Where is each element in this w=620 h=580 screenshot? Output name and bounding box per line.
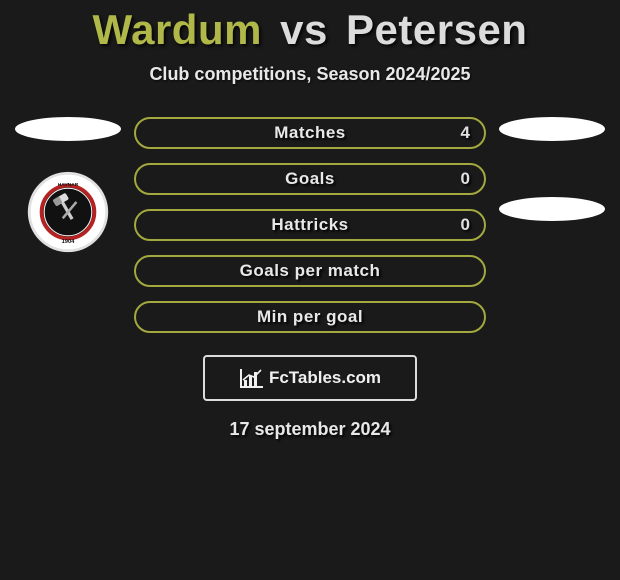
attribution-box: FcTables.com bbox=[203, 355, 417, 401]
svg-text:HAVNAR: HAVNAR bbox=[58, 182, 79, 188]
stat-value-right: 0 bbox=[461, 169, 470, 189]
stats-bars: Matches 4 Goals 0 Hattricks 0 Goals per … bbox=[128, 117, 492, 333]
attribution-text: FcTables.com bbox=[269, 368, 381, 388]
stat-row-goals-per-match: Goals per match bbox=[134, 255, 486, 287]
stat-row-goals: Goals 0 bbox=[134, 163, 486, 195]
vs-label: vs bbox=[280, 6, 328, 53]
stat-label: Min per goal bbox=[257, 307, 363, 327]
stat-row-hattricks: Hattricks 0 bbox=[134, 209, 486, 241]
stat-label: Goals per match bbox=[240, 261, 381, 281]
player2-name: Petersen bbox=[346, 6, 527, 53]
left-side-column: HAVNAR 1904 bbox=[8, 117, 128, 253]
right-side-column bbox=[492, 117, 612, 221]
player2-club-placeholder bbox=[499, 197, 605, 221]
player2-photo-placeholder bbox=[499, 117, 605, 141]
stat-value-right: 0 bbox=[461, 215, 470, 235]
svg-text:1904: 1904 bbox=[62, 239, 76, 245]
date-label: 17 september 2024 bbox=[0, 419, 620, 440]
page-title: Wardum vs Petersen bbox=[0, 0, 620, 54]
stat-row-matches: Matches 4 bbox=[134, 117, 486, 149]
subtitle: Club competitions, Season 2024/2025 bbox=[0, 64, 620, 85]
stat-value-right: 4 bbox=[461, 123, 470, 143]
chart-icon bbox=[239, 367, 265, 389]
player1-photo-placeholder bbox=[15, 117, 121, 141]
comparison-layout: HAVNAR 1904 Matches 4 Goals 0 Hattrick bbox=[0, 117, 620, 333]
hb-torshavn-badge-icon: HAVNAR 1904 bbox=[27, 171, 109, 253]
stat-label: Matches bbox=[274, 123, 346, 143]
player1-name: Wardum bbox=[93, 6, 262, 53]
player1-club-badge: HAVNAR 1904 bbox=[27, 171, 109, 253]
stat-label: Hattricks bbox=[271, 215, 348, 235]
stat-label: Goals bbox=[285, 169, 335, 189]
stat-row-min-per-goal: Min per goal bbox=[134, 301, 486, 333]
